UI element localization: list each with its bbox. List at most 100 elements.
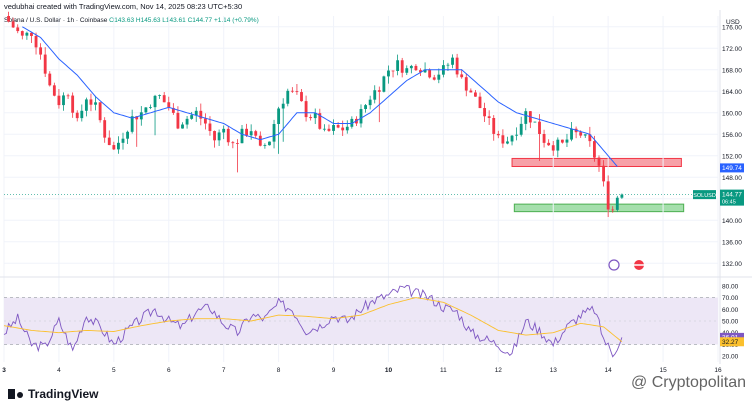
candle-body <box>336 125 340 128</box>
candle-body <box>533 121 537 123</box>
candle-body <box>405 68 409 73</box>
candle-body <box>94 102 97 105</box>
candle-body <box>460 74 464 78</box>
candle-body <box>107 137 111 146</box>
candle-body <box>304 101 308 118</box>
symbol-tag-label: SOLUSD <box>693 193 716 199</box>
candle-body <box>359 109 363 124</box>
candle-body <box>268 141 271 146</box>
candle-body <box>387 70 390 77</box>
candle-body <box>121 138 125 143</box>
candle-body <box>542 133 546 143</box>
candle-body <box>478 96 482 109</box>
candle-body <box>34 35 38 48</box>
rsi-ma-label: 32.27 <box>722 339 739 346</box>
candle-body <box>80 110 84 119</box>
candle-body <box>506 141 509 144</box>
candle-body <box>556 139 560 151</box>
candle-body <box>258 135 262 146</box>
symbol-legend[interactable]: Solana / U.S. Dollar · 1h · Coinbase O14… <box>4 17 259 24</box>
candle-body <box>162 95 166 103</box>
candle-body <box>208 123 212 132</box>
candle-body <box>583 134 587 136</box>
candle-body <box>277 108 281 125</box>
candle-body <box>75 112 79 119</box>
candle-body <box>496 133 500 136</box>
rsi-tick-label: 50.00 <box>722 319 739 326</box>
ma-line <box>22 26 618 167</box>
tradingview-logo[interactable]: TradingView <box>8 387 98 401</box>
candle-body <box>350 118 354 127</box>
candle-body <box>217 132 221 141</box>
candle-body <box>249 131 253 136</box>
candle-body <box>57 95 61 106</box>
price-tick-label: 152.00 <box>722 153 742 160</box>
candle-body <box>231 142 235 144</box>
symbol-name: Solana / U.S. Dollar · 1h · Coinbase <box>4 17 108 24</box>
candle-body <box>547 142 551 146</box>
candle-body <box>135 116 139 120</box>
currency-label: USD <box>726 19 740 26</box>
candle-body <box>524 111 528 124</box>
candle-body <box>112 145 116 150</box>
rsi-tick-label: 60.00 <box>722 307 739 314</box>
candle-body <box>11 21 15 28</box>
date-tick-label: 13 <box>550 367 558 374</box>
candle-body <box>181 124 184 129</box>
price-tick-label: 156.00 <box>722 132 742 139</box>
candle-body <box>400 60 404 73</box>
candle-body <box>382 76 386 92</box>
candle-body <box>377 90 381 92</box>
candle-body <box>560 139 564 143</box>
candle-body <box>240 128 244 144</box>
rsi-tick-label: 80.00 <box>722 283 739 290</box>
price-tick-label: 140.00 <box>722 218 742 225</box>
date-tick-label: 14 <box>605 367 613 374</box>
candle-body <box>158 95 162 96</box>
tradingview-logo-text: TradingView <box>28 387 99 401</box>
event-flag-icon[interactable] <box>608 259 620 271</box>
symbol-tag <box>693 190 716 200</box>
candle-body <box>414 65 418 71</box>
candle-body <box>84 99 88 111</box>
candle-body <box>551 145 555 151</box>
date-tick-label: 15 <box>659 367 667 374</box>
date-tick-label: 10 <box>385 367 393 374</box>
candle-body <box>66 95 70 97</box>
date-tick-label: 7 <box>222 367 226 374</box>
candle-body <box>130 116 134 132</box>
candle-body <box>149 107 152 108</box>
countdown-label: 06:45 <box>722 200 736 206</box>
candle-body <box>332 125 335 131</box>
rsi-ma-line <box>3 297 623 343</box>
candle-body <box>432 77 436 80</box>
last-price-badge <box>720 189 744 206</box>
date-tick-label: 11 <box>440 367 447 374</box>
candle-body <box>487 116 491 118</box>
candle-body <box>368 99 372 106</box>
candle-body <box>579 132 583 136</box>
date-tick-label: 3 <box>2 367 6 374</box>
candle-body <box>203 118 207 124</box>
price-tick-label: 160.00 <box>722 110 742 117</box>
date-tick-label: 9 <box>332 367 336 374</box>
candle-body <box>391 70 395 72</box>
candle-body <box>98 102 102 121</box>
candle-body <box>309 117 313 119</box>
candle-body <box>455 57 459 75</box>
candle-body <box>597 157 601 166</box>
date-tick-label: 12 <box>495 367 503 374</box>
candle-body <box>199 110 203 119</box>
candle-body <box>20 31 24 36</box>
candle-body <box>446 64 450 66</box>
candle-body <box>30 32 33 36</box>
date-tick-label: 5 <box>112 367 116 374</box>
ma-layer <box>22 26 618 167</box>
price-tick-label: 164.00 <box>722 89 742 96</box>
ma-value-label: 149.74 <box>722 165 742 172</box>
candle-body <box>620 194 624 198</box>
candle-body <box>71 95 75 113</box>
candle-body <box>515 134 519 136</box>
